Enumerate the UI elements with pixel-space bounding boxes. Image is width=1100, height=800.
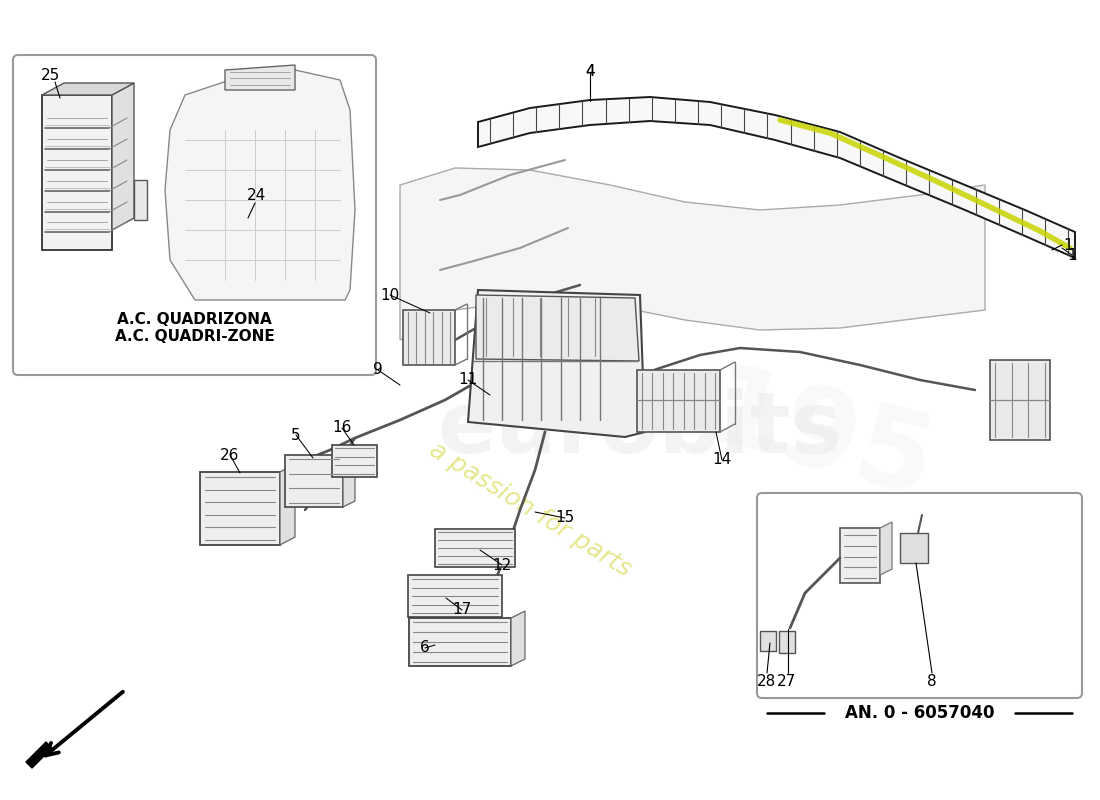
Text: AN. 0 - 6057040: AN. 0 - 6057040 bbox=[845, 704, 994, 722]
Polygon shape bbox=[900, 533, 928, 563]
Text: 5: 5 bbox=[292, 427, 300, 442]
Polygon shape bbox=[478, 97, 1075, 258]
Polygon shape bbox=[280, 464, 295, 545]
Polygon shape bbox=[26, 742, 52, 768]
Text: 16: 16 bbox=[332, 421, 352, 435]
Text: 28: 28 bbox=[758, 674, 777, 689]
Polygon shape bbox=[226, 65, 295, 90]
Text: A.C. QUADRIZONA
A.C. QUADRI-ZONE: A.C. QUADRIZONA A.C. QUADRI-ZONE bbox=[114, 312, 274, 344]
Polygon shape bbox=[760, 631, 775, 651]
Text: 10: 10 bbox=[381, 287, 399, 302]
Polygon shape bbox=[200, 472, 280, 545]
Polygon shape bbox=[637, 370, 720, 432]
Text: a passion for parts: a passion for parts bbox=[425, 438, 636, 582]
Text: 12: 12 bbox=[493, 558, 512, 573]
Polygon shape bbox=[779, 631, 795, 653]
Text: 8: 8 bbox=[927, 674, 937, 689]
Polygon shape bbox=[112, 83, 134, 230]
Polygon shape bbox=[880, 522, 892, 575]
Polygon shape bbox=[408, 575, 502, 617]
Text: 15: 15 bbox=[556, 510, 574, 526]
Text: 25: 25 bbox=[41, 67, 59, 82]
Text: eurobits: eurobits bbox=[438, 389, 843, 471]
Polygon shape bbox=[409, 618, 512, 666]
Text: 6: 6 bbox=[420, 641, 430, 655]
Text: 17: 17 bbox=[452, 602, 472, 618]
Text: 4: 4 bbox=[585, 65, 595, 79]
Text: 9: 9 bbox=[373, 362, 383, 378]
Polygon shape bbox=[512, 611, 525, 666]
Polygon shape bbox=[840, 528, 880, 583]
Text: 4: 4 bbox=[585, 65, 595, 79]
Text: 1: 1 bbox=[1067, 247, 1077, 262]
FancyBboxPatch shape bbox=[757, 493, 1082, 698]
Polygon shape bbox=[434, 529, 515, 567]
Polygon shape bbox=[476, 295, 639, 361]
Text: 195: 195 bbox=[694, 358, 946, 522]
Polygon shape bbox=[332, 445, 377, 477]
Text: 27: 27 bbox=[778, 674, 796, 689]
FancyBboxPatch shape bbox=[13, 55, 376, 375]
Polygon shape bbox=[285, 455, 343, 507]
Polygon shape bbox=[468, 290, 645, 437]
Text: 26: 26 bbox=[220, 447, 240, 462]
Polygon shape bbox=[990, 360, 1050, 440]
Text: 1: 1 bbox=[1064, 238, 1072, 253]
Text: 11: 11 bbox=[459, 373, 477, 387]
Polygon shape bbox=[400, 168, 984, 340]
Text: 14: 14 bbox=[713, 453, 732, 467]
Polygon shape bbox=[403, 310, 455, 365]
Polygon shape bbox=[42, 95, 112, 250]
Text: 24: 24 bbox=[248, 187, 266, 202]
Polygon shape bbox=[42, 83, 134, 95]
Polygon shape bbox=[343, 449, 355, 507]
Polygon shape bbox=[165, 70, 355, 300]
Polygon shape bbox=[134, 180, 147, 220]
